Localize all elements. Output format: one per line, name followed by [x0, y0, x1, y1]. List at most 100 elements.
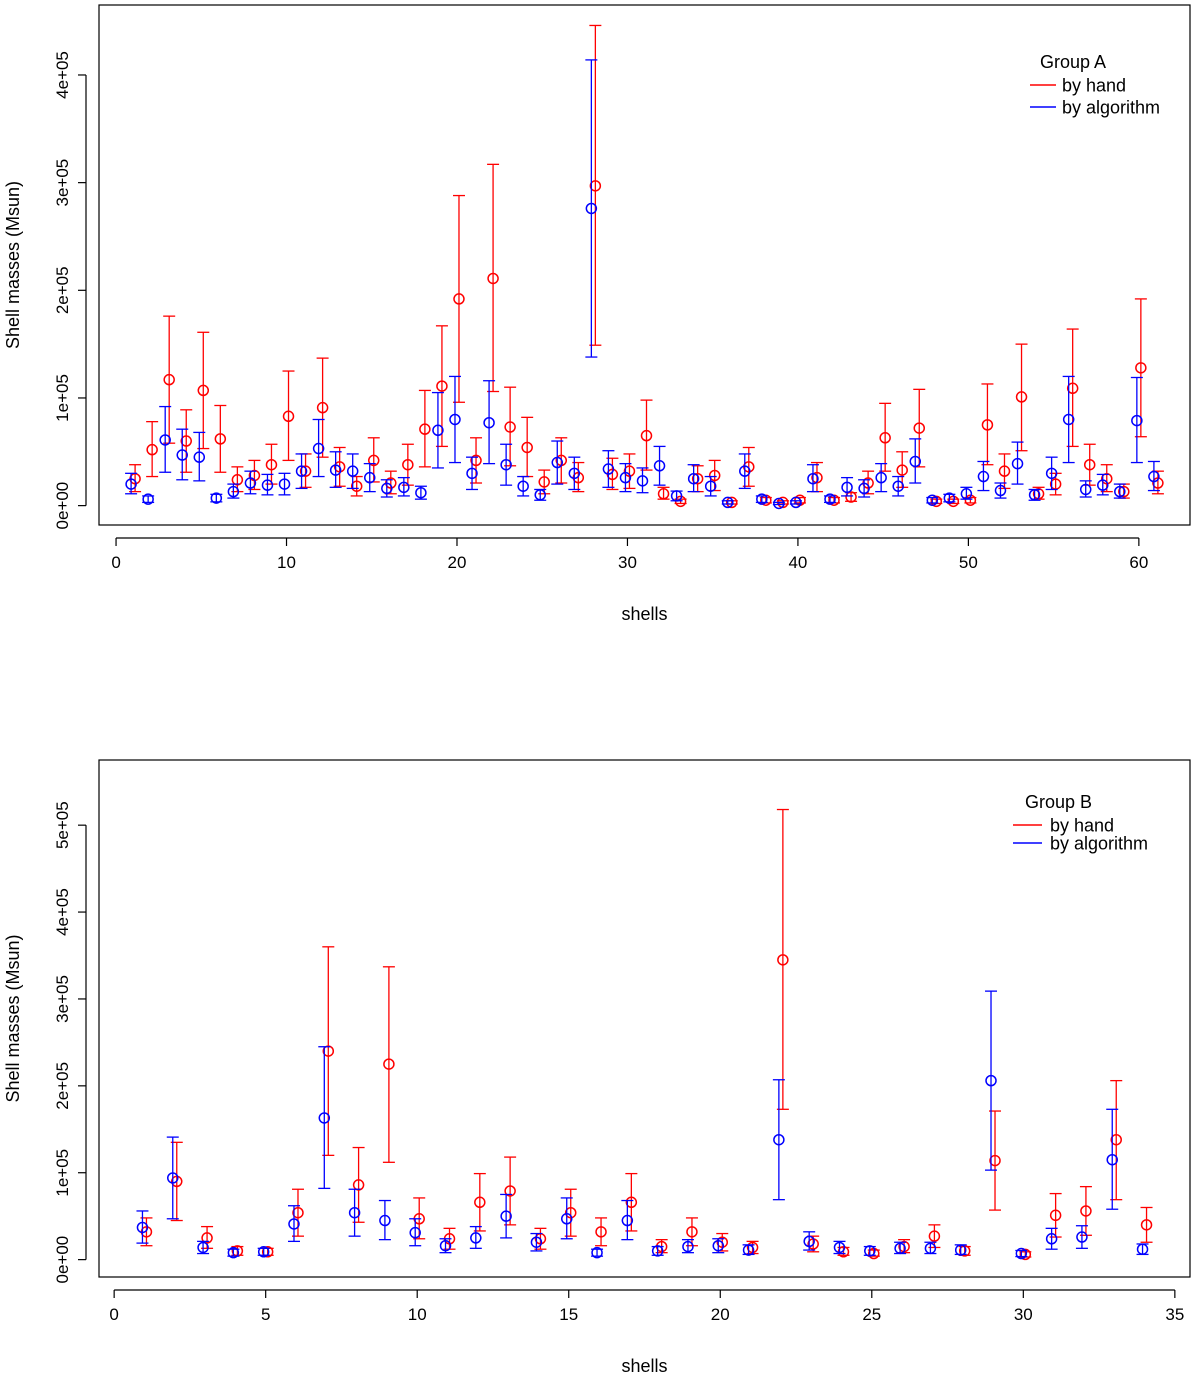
series-by-algorithm — [125, 59, 1160, 510]
data-point — [824, 493, 836, 505]
legend-title: Group A — [1040, 52, 1106, 72]
data-point — [682, 1240, 694, 1253]
data-point — [197, 1241, 209, 1254]
y-tick-label: 2e+05 — [53, 266, 72, 314]
data-point — [651, 1245, 664, 1257]
x-tick-label: 30 — [1014, 1305, 1033, 1324]
data-point — [585, 202, 598, 215]
data-point — [721, 496, 734, 509]
data-point — [1110, 1133, 1122, 1146]
data-point — [1114, 485, 1126, 498]
data-point — [1118, 485, 1130, 498]
data-point — [739, 465, 751, 477]
data-point — [1049, 1209, 1062, 1222]
data-point — [790, 496, 802, 509]
data-point — [913, 422, 925, 434]
data-point — [288, 1218, 300, 1230]
data-point — [500, 458, 512, 471]
data-point — [960, 488, 973, 500]
x-tick-label: 50 — [959, 553, 978, 572]
x-axis-title: shells — [621, 604, 667, 624]
data-point — [436, 380, 448, 392]
data-point — [350, 480, 363, 492]
data-point — [1136, 1243, 1149, 1255]
data-point — [483, 416, 495, 429]
data-point — [924, 1242, 937, 1255]
data-point — [926, 494, 939, 506]
data-point — [1019, 1248, 1032, 1261]
chart-panel-group-a: 0 10 20 30 40 50 60 0e+00 1e+05 2e+05 3e+05 4e+05 sh… — [3, 4, 1191, 624]
data-point — [415, 486, 427, 499]
data-point — [176, 449, 188, 461]
data-point — [551, 456, 564, 469]
data-point — [261, 479, 274, 491]
y-tick-label: 1e+05 — [53, 1149, 72, 1197]
data-point — [231, 474, 244, 486]
data-point — [773, 1133, 785, 1146]
legend-label: by algorithm — [1050, 833, 1148, 853]
x-tick-label: 10 — [408, 1305, 427, 1324]
data-point — [704, 480, 717, 492]
data-point — [892, 480, 904, 492]
data-point — [687, 472, 700, 485]
data-point — [352, 1179, 365, 1191]
data-point — [322, 1045, 335, 1057]
data-point — [1140, 1219, 1153, 1231]
data-point — [180, 435, 192, 447]
data-point — [670, 490, 683, 502]
data-point — [845, 491, 857, 503]
data-point — [453, 293, 465, 305]
y-tick-label: 3e+05 — [53, 159, 72, 207]
data-point — [402, 458, 414, 471]
data-point — [1028, 489, 1041, 501]
data-point — [833, 1241, 846, 1254]
data-point — [409, 1226, 421, 1239]
data-point — [896, 464, 908, 476]
data-point — [432, 424, 444, 437]
x-tick-label: 15 — [559, 1305, 578, 1324]
x-axis-title: shells — [621, 1356, 667, 1376]
data-point — [657, 488, 670, 500]
data-point — [568, 467, 581, 480]
data-point — [517, 480, 529, 492]
data-point — [163, 373, 175, 386]
data-point — [803, 1235, 815, 1248]
data-point — [742, 1244, 755, 1256]
data-point — [589, 180, 602, 192]
x-tick-label: 40 — [788, 553, 807, 572]
data-point — [534, 489, 546, 501]
data-point — [841, 481, 853, 494]
data-point — [989, 1154, 1001, 1167]
y-tick-label: 3e+05 — [53, 975, 72, 1023]
data-point — [773, 497, 785, 510]
data-point — [964, 494, 977, 506]
x-tick-label: 35 — [1165, 1305, 1184, 1324]
data-point — [595, 1226, 607, 1238]
data-point — [159, 434, 171, 446]
data-point — [591, 1246, 603, 1259]
data-point — [316, 401, 329, 414]
data-point — [621, 1214, 634, 1227]
data-point — [725, 496, 738, 509]
legend-label: by hand — [1062, 75, 1126, 95]
y-axis-title: Shell masses (Msun) — [3, 934, 23, 1102]
data-point — [466, 467, 478, 480]
data-point — [282, 410, 295, 423]
data-point — [210, 492, 223, 504]
data-point — [691, 472, 704, 485]
x-tick-label: 10 — [277, 553, 296, 572]
data-point — [894, 1242, 906, 1255]
data-point — [602, 463, 615, 475]
legend-label: by algorithm — [1062, 97, 1160, 117]
y-tick-label: 0e+00 — [53, 1236, 72, 1284]
data-point — [977, 470, 990, 483]
data-point — [756, 493, 768, 505]
y-tick-label: 0e+00 — [53, 482, 72, 530]
data-point — [299, 465, 312, 477]
data-point — [619, 471, 632, 484]
data-point — [1015, 1247, 1028, 1260]
data-point — [348, 1206, 361, 1219]
